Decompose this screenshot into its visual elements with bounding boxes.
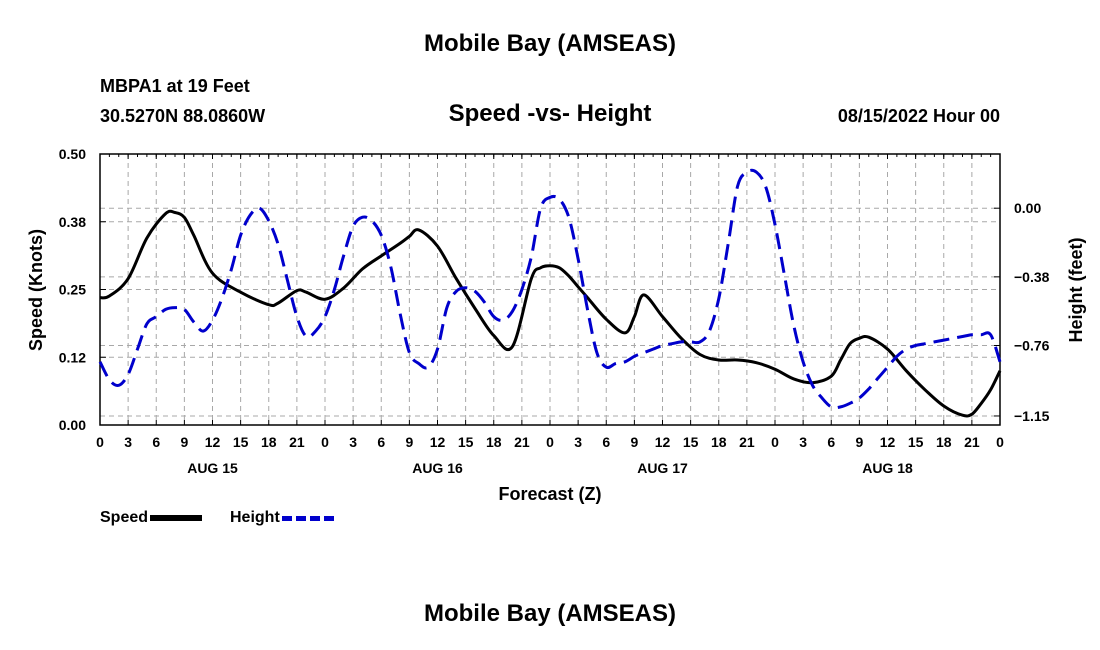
y-axis-right-title: Height (feet) — [1066, 238, 1086, 343]
chart-subtitle: Speed -vs- Height — [448, 100, 652, 127]
x-tick-label: 0 — [321, 434, 329, 450]
x-tick-label: 6 — [827, 434, 835, 450]
y-axis-left-title: Speed (Knots) — [26, 229, 46, 351]
x-tick-label: 18 — [261, 434, 277, 450]
legend-speed-label: Speed — [100, 509, 149, 526]
y-left-tick-label: 0.00 — [59, 417, 86, 433]
x-tick-label: 0 — [996, 434, 1004, 450]
legend-height-label: Height — [230, 509, 280, 526]
x-tick-label: 21 — [289, 434, 305, 450]
legend-height-swatch — [281, 515, 334, 521]
x-tick-label: 21 — [514, 434, 530, 450]
series-line-height — [98, 168, 1002, 410]
chart-title: Mobile Bay (AMSEAS) — [423, 30, 677, 57]
x-axis-title: Forecast (Z) — [498, 484, 601, 504]
x-tick-label: 9 — [180, 434, 188, 450]
x-tick-label: 12 — [880, 434, 896, 450]
grid-layer — [100, 154, 1000, 425]
legend-speed: Speed — [100, 509, 203, 527]
x-tick-label: 9 — [405, 434, 413, 450]
axis-layer — [99, 153, 1001, 426]
y-left-tick-label: 0.25 — [59, 282, 86, 298]
x-tick-label: 15 — [683, 434, 699, 450]
y-left-tick-label: 0.12 — [59, 349, 86, 365]
chart-title-repeat: Mobile Bay (AMSEAS) — [423, 600, 677, 627]
day-label: AUG 18 — [862, 460, 913, 476]
y-right-tick-label: −0.38 — [1014, 269, 1050, 285]
legend-speed-swatch — [150, 515, 203, 521]
x-tick-label: 21 — [964, 434, 980, 450]
x-tick-label: 15 — [233, 434, 249, 450]
y-right-tick-label: 0.00 — [1014, 200, 1041, 216]
label-layer: 0 3 6 9 12 15 18 21 0 3 6 9 12 15 18 21 0 3 6 9 12 15 18 21 0 3 6 9… — [59, 146, 1050, 476]
x-tick-label: 9 — [855, 434, 863, 450]
x-tick-label: 21 — [739, 434, 755, 450]
x-tick-label: 3 — [349, 434, 357, 450]
x-tick-label: 18 — [486, 434, 502, 450]
x-tick-label: 6 — [152, 434, 160, 450]
x-tick-label: 0 — [771, 434, 779, 450]
y-right-tick-label: −0.76 — [1014, 338, 1050, 354]
x-tick-label: 3 — [799, 434, 807, 450]
coordinates-label: 30.5270N 88.0860W — [100, 106, 266, 126]
legend-height: Height — [230, 509, 334, 527]
series-line-speed — [99, 209, 1002, 418]
x-tick-label: 12 — [655, 434, 671, 450]
station-label: MBPA1 at 19 Feet — [100, 76, 250, 96]
x-tick-label: 3 — [574, 434, 582, 450]
series-layer — [98, 168, 1002, 418]
plot-frame — [99, 153, 1001, 426]
x-tick-label: 15 — [458, 434, 474, 450]
x-tick-label: 0 — [96, 434, 104, 450]
y-left-tick-label: 0.38 — [59, 214, 86, 230]
x-tick-label: 9 — [630, 434, 638, 450]
y-right-tick-label: −1.15 — [1014, 408, 1050, 424]
day-label: AUG 15 — [187, 460, 238, 476]
x-tick-label: 6 — [377, 434, 385, 450]
x-tick-label: 6 — [602, 434, 610, 450]
x-tick-label: 15 — [908, 434, 924, 450]
y-left-tick-label: 0.50 — [59, 146, 86, 162]
x-tick-label: 18 — [936, 434, 952, 450]
x-tick-label: 3 — [124, 434, 132, 450]
day-label: AUG 16 — [412, 460, 463, 476]
x-tick-label: 18 — [711, 434, 727, 450]
forecast-datetime: 08/15/2022 Hour 00 — [837, 106, 1000, 126]
x-tick-label: 12 — [205, 434, 221, 450]
x-tick-label: 0 — [546, 434, 554, 450]
day-label: AUG 17 — [637, 460, 688, 476]
x-tick-label: 12 — [430, 434, 446, 450]
